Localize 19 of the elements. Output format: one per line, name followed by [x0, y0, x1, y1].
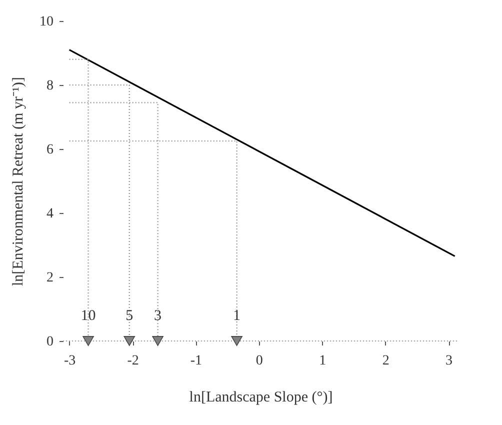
y-tick-label: 10 [40, 14, 54, 30]
x-tick-label: -1 [190, 354, 202, 368]
annotation: 5 [126, 308, 134, 324]
y-tick-label: 8 [46, 78, 54, 94]
x-tick-label: -3 [64, 354, 76, 368]
x-axis-title: ln[Landscape Slope (°)] [189, 390, 333, 406]
y-tick-label: 0 [46, 334, 54, 350]
x-tick-label: -2 [127, 354, 139, 368]
x-tick-label: 0 [256, 354, 263, 368]
x-tick-label: 3 [446, 354, 453, 368]
x-tick-label: 1 [319, 354, 326, 368]
y-tick-label: 2 [46, 270, 54, 286]
y-tick-label: 6 [46, 142, 54, 158]
x-tick-label: 2 [382, 354, 390, 368]
y-axis-title: ln[Environmental Retreat (m yr⁻¹)] [10, 76, 26, 286]
annotation: 3 [154, 308, 162, 324]
y-tick-label: 4 [46, 206, 54, 222]
annotation: 10 [80, 308, 96, 324]
annotation: 1 [233, 308, 241, 324]
